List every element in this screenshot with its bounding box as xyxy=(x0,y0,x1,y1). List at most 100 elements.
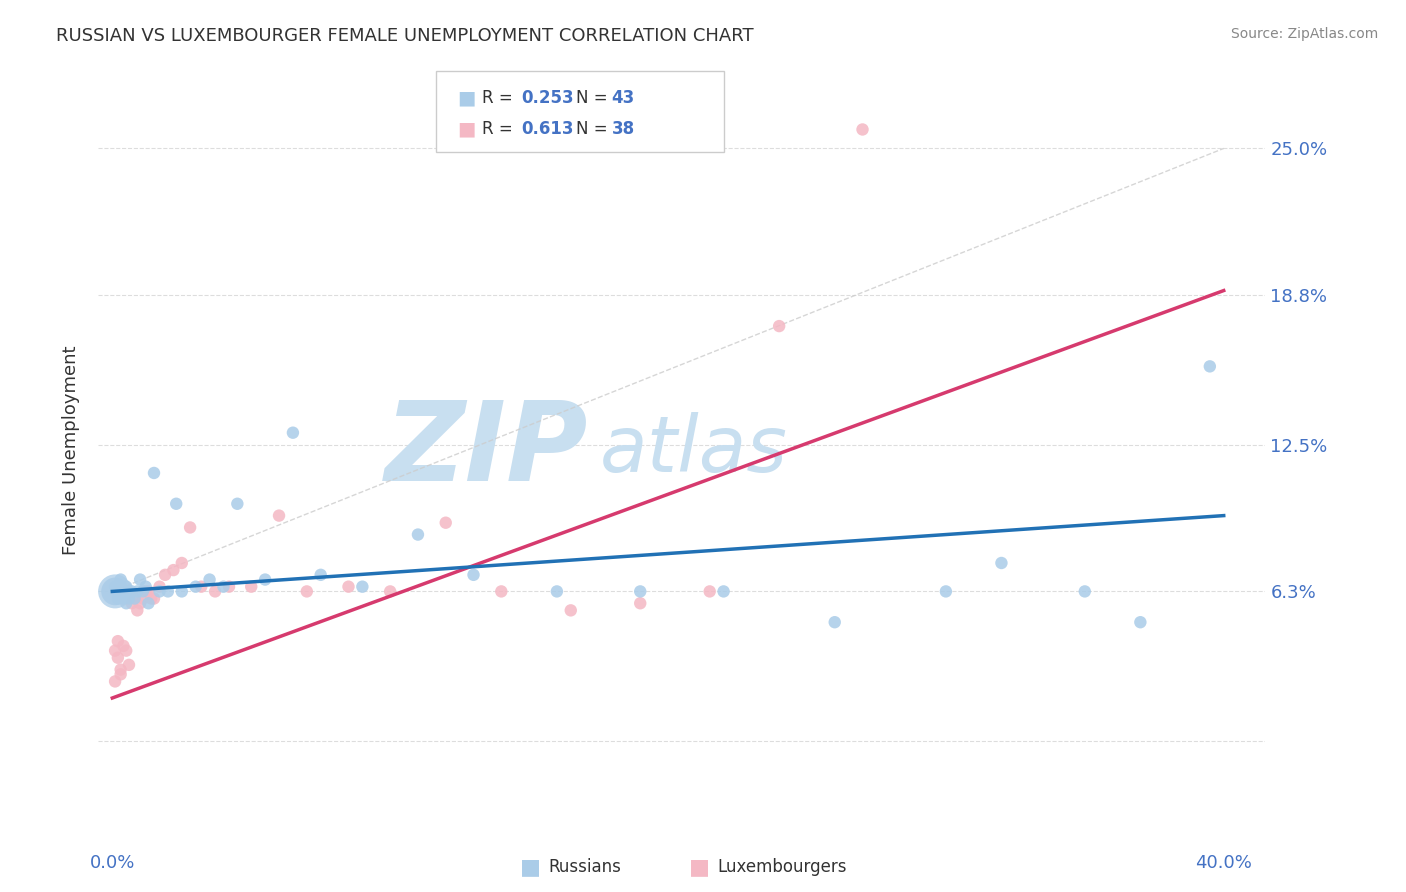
Point xyxy=(267,508,290,523)
Point xyxy=(546,584,568,599)
Point xyxy=(628,584,651,599)
Text: ■: ■ xyxy=(520,857,541,877)
Point xyxy=(129,596,152,610)
Text: atlas: atlas xyxy=(600,412,789,489)
Point xyxy=(129,573,152,587)
Point xyxy=(104,674,127,689)
Text: RUSSIAN VS LUXEMBOURGER FEMALE UNEMPLOYMENT CORRELATION CHART: RUSSIAN VS LUXEMBOURGER FEMALE UNEMPLOYM… xyxy=(56,27,754,45)
Text: Source: ZipAtlas.com: Source: ZipAtlas.com xyxy=(1230,27,1378,41)
Point xyxy=(851,122,873,136)
Y-axis label: Female Unemployment: Female Unemployment xyxy=(62,346,80,555)
Point xyxy=(124,591,146,606)
Point xyxy=(115,596,138,610)
Text: N =: N = xyxy=(576,89,613,107)
Point xyxy=(135,584,157,599)
Point xyxy=(132,591,155,606)
Point xyxy=(110,663,132,677)
Point xyxy=(184,580,207,594)
Point xyxy=(127,603,149,617)
Point xyxy=(254,573,277,587)
Point xyxy=(281,425,304,440)
Text: 0.0%: 0.0% xyxy=(90,855,135,872)
Point xyxy=(170,584,193,599)
Text: Russians: Russians xyxy=(548,858,621,876)
Point xyxy=(132,584,155,599)
Point xyxy=(380,584,402,599)
Text: 0.613: 0.613 xyxy=(522,120,574,138)
Point xyxy=(138,596,160,610)
Point xyxy=(141,591,163,606)
Text: 43: 43 xyxy=(612,89,636,107)
Point xyxy=(112,591,135,606)
Point xyxy=(104,643,127,657)
Point xyxy=(935,584,957,599)
Point xyxy=(121,596,143,610)
Point xyxy=(824,615,846,630)
Point xyxy=(434,516,457,530)
Text: N =: N = xyxy=(576,120,613,138)
Point xyxy=(110,667,132,681)
Point xyxy=(352,580,374,594)
Text: Luxembourgers: Luxembourgers xyxy=(717,858,846,876)
Point xyxy=(112,639,135,653)
Point xyxy=(198,573,221,587)
Point xyxy=(295,584,318,599)
Point xyxy=(204,584,226,599)
Point xyxy=(107,584,129,599)
Point xyxy=(127,584,149,599)
Point xyxy=(713,584,735,599)
Point xyxy=(110,587,132,601)
Point xyxy=(190,580,212,594)
Text: ■: ■ xyxy=(689,857,710,877)
Point xyxy=(179,520,201,534)
Point xyxy=(218,580,240,594)
Point xyxy=(337,580,360,594)
Point xyxy=(148,580,170,594)
Point xyxy=(212,580,235,594)
Point xyxy=(165,497,187,511)
Point xyxy=(124,591,146,606)
Point xyxy=(118,657,141,672)
Point xyxy=(463,567,485,582)
Text: ■: ■ xyxy=(457,120,475,139)
Point xyxy=(170,556,193,570)
Point xyxy=(406,527,429,541)
Point xyxy=(104,584,127,599)
Point xyxy=(104,584,127,599)
Point xyxy=(240,580,263,594)
Point xyxy=(309,567,332,582)
Point xyxy=(107,650,129,665)
Point xyxy=(115,580,138,594)
Point xyxy=(115,643,138,657)
Point xyxy=(768,319,790,334)
Point xyxy=(156,584,179,599)
Point xyxy=(153,567,176,582)
Text: ZIP: ZIP xyxy=(385,397,589,504)
Point xyxy=(1129,615,1152,630)
Point xyxy=(226,497,249,511)
Point xyxy=(162,563,184,577)
Point xyxy=(990,556,1012,570)
Point xyxy=(143,466,166,480)
Point xyxy=(699,584,721,599)
Point xyxy=(1198,359,1220,374)
Text: R =: R = xyxy=(482,120,519,138)
Point xyxy=(104,580,127,594)
Point xyxy=(107,591,129,606)
Point xyxy=(107,634,129,648)
Point xyxy=(491,584,513,599)
Point xyxy=(118,591,141,606)
Point xyxy=(121,584,143,599)
Text: 38: 38 xyxy=(612,120,634,138)
Point xyxy=(112,584,135,599)
Point xyxy=(148,584,170,599)
Point xyxy=(560,603,582,617)
Point xyxy=(628,596,651,610)
Point xyxy=(143,591,166,606)
Text: 40.0%: 40.0% xyxy=(1195,855,1253,872)
Text: 0.253: 0.253 xyxy=(522,89,574,107)
Text: ■: ■ xyxy=(457,88,475,108)
Point xyxy=(138,584,160,599)
Text: R =: R = xyxy=(482,89,519,107)
Point xyxy=(135,580,157,594)
